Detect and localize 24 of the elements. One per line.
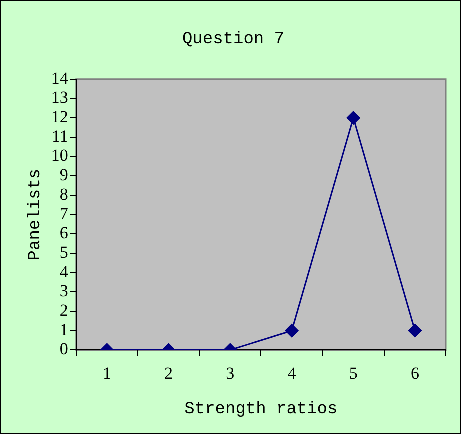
y-tick-label: 7 xyxy=(60,204,69,224)
chart-title: Question 7 xyxy=(182,30,285,50)
y-tick-label: 3 xyxy=(60,282,68,301)
y-tick-label: 10 xyxy=(51,146,68,166)
y-tick-label: 6 xyxy=(60,224,68,243)
x-tick-label: 3 xyxy=(226,364,235,383)
y-tick-label: 11 xyxy=(52,126,68,146)
y-tick-label: 8 xyxy=(60,184,68,204)
x-axis-title: Strength ratios xyxy=(184,400,338,420)
y-tick-label: 14 xyxy=(51,68,69,88)
x-tick-label: 6 xyxy=(410,364,420,383)
y-tick-label: 5 xyxy=(60,242,68,262)
y-tick-label: 13 xyxy=(51,88,68,108)
x-tick-label: 5 xyxy=(349,364,358,383)
y-tick-label: 1 xyxy=(60,320,68,340)
x-tick-label: 1 xyxy=(102,364,112,383)
y-tick-label: 0 xyxy=(60,340,68,359)
y-tick-label: 4 xyxy=(60,262,69,282)
y-tick-label: 2 xyxy=(60,300,68,320)
x-tick-label: 2 xyxy=(164,364,174,383)
y-axis-title: Panelists xyxy=(26,168,46,261)
x-tick-label: 4 xyxy=(288,364,297,383)
y-tick-label: 9 xyxy=(60,166,68,185)
y-tick-label: 12 xyxy=(51,108,68,127)
